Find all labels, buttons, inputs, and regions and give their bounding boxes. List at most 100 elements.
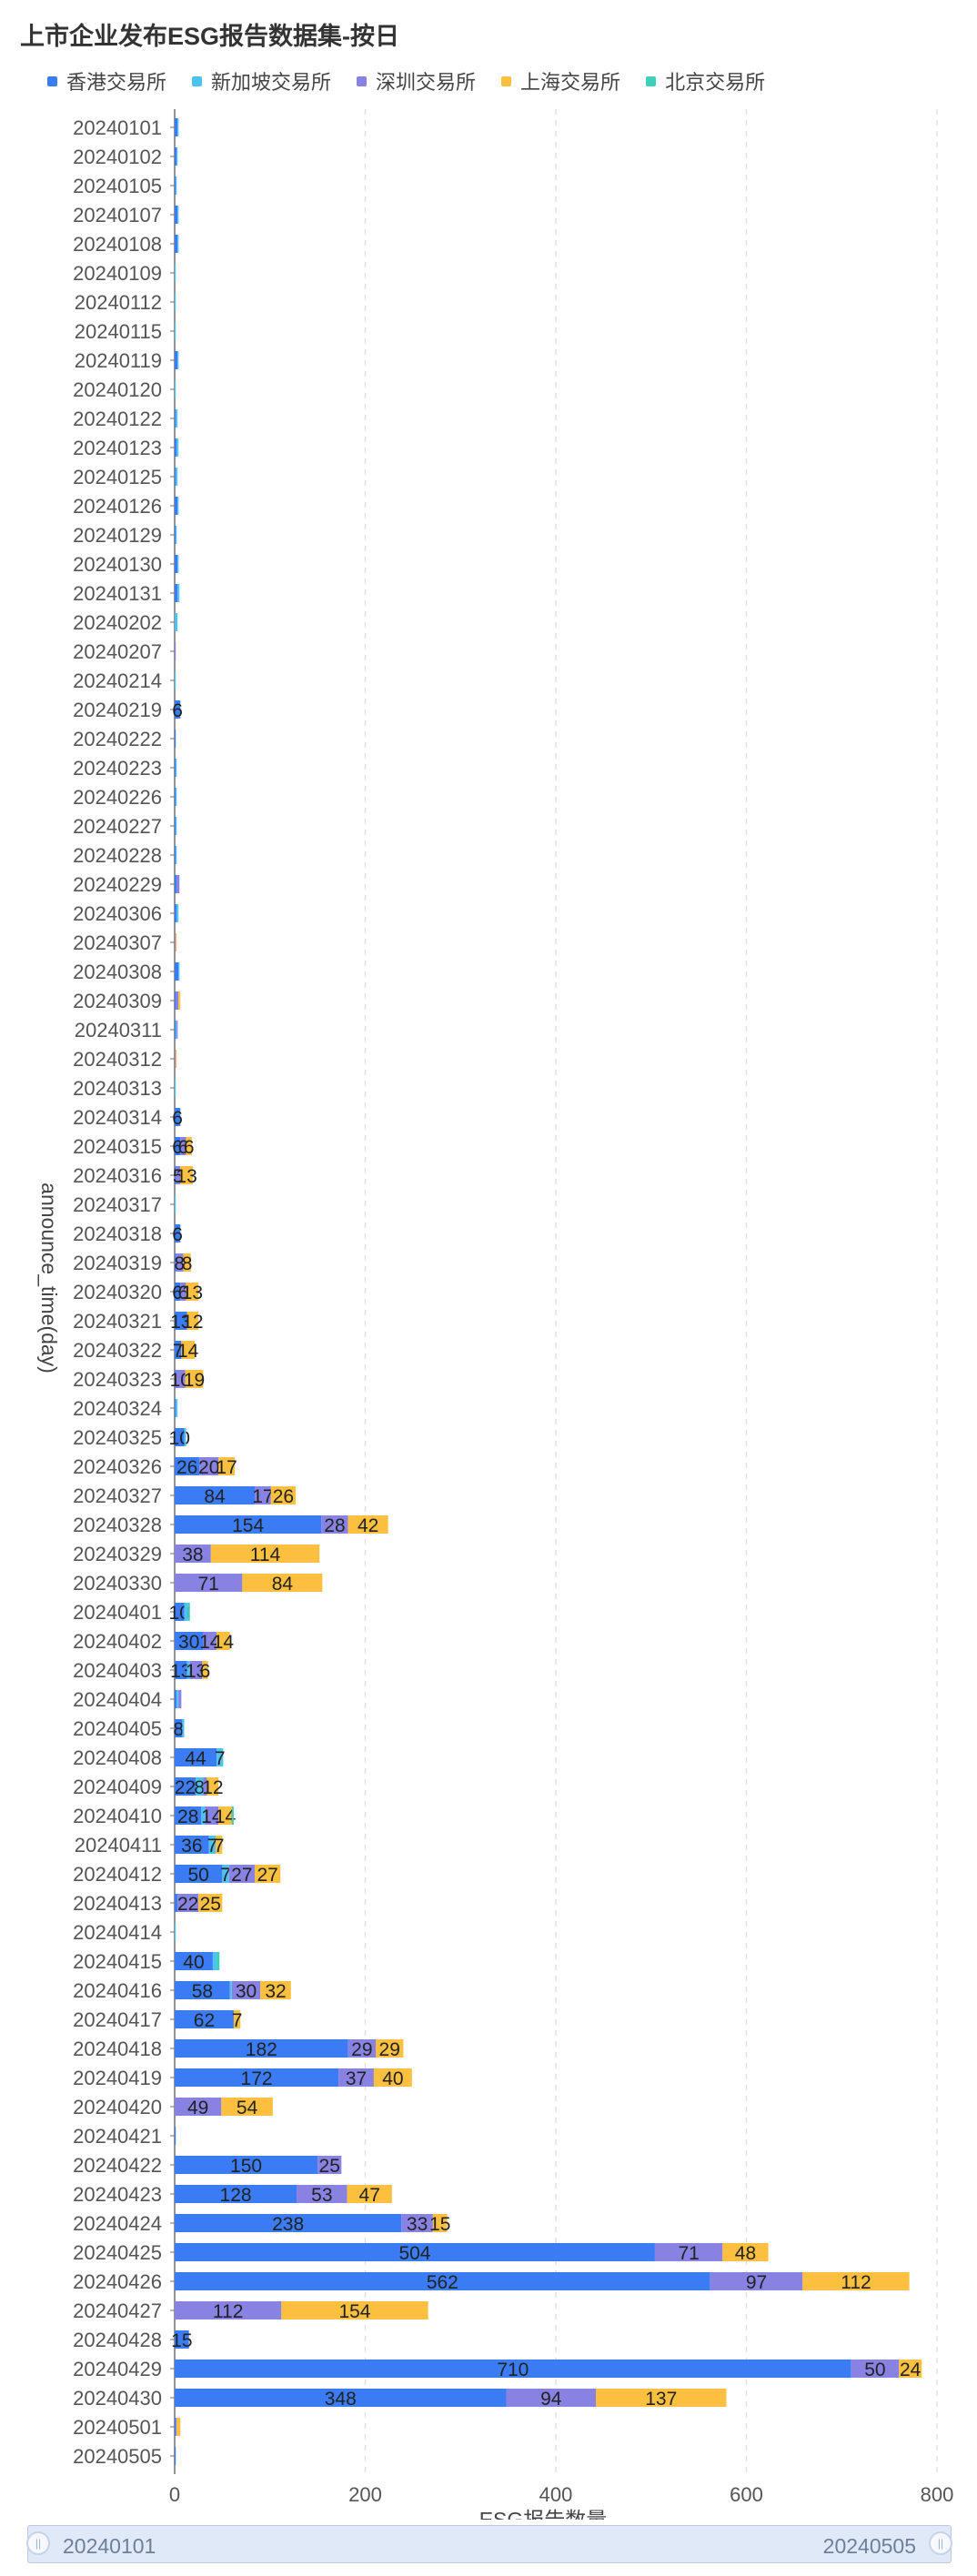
bar-segment bbox=[175, 1050, 176, 1068]
bar-segment bbox=[184, 1603, 188, 1621]
y-tick-label: 20240131 bbox=[73, 582, 162, 605]
bar-segment bbox=[317, 2156, 342, 2174]
bar-segment bbox=[228, 1865, 255, 1883]
legend-label-sgx: 新加坡交易所 bbox=[211, 71, 332, 94]
bar-segment bbox=[175, 875, 177, 893]
bar-segment bbox=[175, 613, 178, 631]
y-tick-label: 20240309 bbox=[73, 990, 162, 1012]
bar-segment bbox=[506, 2389, 596, 2407]
y-tick-label: 20240402 bbox=[73, 1630, 162, 1653]
y-tick-label: 20240107 bbox=[73, 204, 162, 226]
bar-segment bbox=[281, 2301, 428, 2319]
bar-segment bbox=[177, 351, 179, 369]
bar-segment bbox=[175, 2068, 339, 2087]
y-tick-label: 20240129 bbox=[73, 524, 162, 547]
legend-item-szse[interactable]: 深圳交易所 bbox=[357, 66, 476, 96]
bar-segment bbox=[196, 1777, 204, 1796]
y-tick-label: 20240414 bbox=[73, 1921, 162, 1944]
bar-segment bbox=[175, 264, 176, 282]
bar-value-label: 112 bbox=[213, 2301, 243, 2322]
bar-value-label: 5 bbox=[173, 1166, 184, 1187]
y-tick-label: 20240322 bbox=[73, 1339, 162, 1362]
legend-item-sgx[interactable]: 新加坡交易所 bbox=[192, 66, 331, 96]
bar-segment bbox=[175, 1690, 177, 1708]
bar-segment bbox=[175, 1632, 204, 1650]
legend-item-bse[interactable]: 北京交易所 bbox=[646, 66, 765, 96]
bar-segment bbox=[177, 555, 179, 573]
y-tick-label: 20240430 bbox=[73, 2387, 162, 2410]
bar-segment bbox=[177, 497, 179, 515]
bar-segment bbox=[176, 1399, 178, 1417]
bar-value-label: 40 bbox=[382, 2068, 403, 2089]
bar-segment bbox=[176, 438, 179, 457]
bar-segment bbox=[206, 1777, 219, 1796]
bar-segment bbox=[270, 1486, 297, 1504]
data-zoom-slider[interactable]: || 20240101 20240505 || bbox=[26, 2525, 952, 2563]
bar-segment bbox=[175, 1341, 182, 1359]
y-tick-label: 20240416 bbox=[73, 1979, 162, 2002]
bar-segment bbox=[176, 875, 180, 893]
bar-value-label: 53 bbox=[311, 2185, 332, 2206]
legend-item-hkex[interactable]: 香港交易所 bbox=[47, 66, 166, 96]
y-tick-label: 20240308 bbox=[73, 961, 162, 983]
bar-value-label: 37 bbox=[346, 2068, 367, 2089]
slider-start-handle[interactable]: || bbox=[26, 2531, 50, 2555]
y-tick-label: 20240330 bbox=[73, 1572, 162, 1595]
bar-value-label: 6 bbox=[200, 1661, 211, 1682]
bar-segment bbox=[338, 2068, 374, 2087]
bar-segment bbox=[186, 1137, 192, 1155]
bar-segment bbox=[180, 1283, 186, 1301]
bar-segment bbox=[710, 2272, 803, 2290]
y-tick-label: 20240112 bbox=[75, 291, 162, 314]
bar-segment bbox=[210, 1545, 320, 1563]
bar-value-label: 128 bbox=[220, 2185, 252, 2206]
y-axis-title: announce_time(day) bbox=[37, 1182, 61, 1374]
bar-value-label: 33 bbox=[407, 2214, 428, 2235]
bar-segment bbox=[182, 1719, 185, 1737]
bar-value-label: 154 bbox=[338, 2301, 370, 2322]
y-tick-label: 20240326 bbox=[73, 1455, 162, 1478]
bar-segment bbox=[212, 1952, 217, 1970]
bar-segment bbox=[347, 2039, 377, 2058]
bar-segment bbox=[175, 293, 176, 311]
bar-value-label: 172 bbox=[241, 2068, 273, 2089]
bar-segment bbox=[186, 1283, 199, 1301]
bar-segment bbox=[175, 991, 176, 1010]
slider-end-handle[interactable]: || bbox=[929, 2531, 952, 2555]
bar-segment bbox=[175, 235, 178, 253]
bar-value-label: 26 bbox=[273, 1486, 294, 1507]
y-tick-label: 20240123 bbox=[73, 437, 162, 459]
bar-value-label: 137 bbox=[645, 2389, 677, 2410]
bar-segment bbox=[175, 1777, 196, 1796]
y-tick-label: 20240312 bbox=[73, 1048, 162, 1071]
x-tick-label: 600 bbox=[730, 2483, 763, 2506]
y-tick-label: 20240214 bbox=[73, 669, 162, 692]
y-tick-label: 20240120 bbox=[73, 378, 162, 401]
y-tick-label: 20240313 bbox=[73, 1077, 162, 1100]
bar-segment bbox=[321, 1515, 348, 1534]
bar-segment bbox=[175, 1021, 176, 1039]
bar-segment bbox=[231, 1981, 261, 1999]
bar-value-label: 504 bbox=[398, 2243, 430, 2264]
bar-segment bbox=[722, 2243, 769, 2261]
bar-value-label: 348 bbox=[325, 2389, 357, 2410]
bar-value-label: 6 bbox=[178, 1137, 189, 1158]
bar-segment bbox=[175, 1865, 223, 1883]
y-tick-label: 20240415 bbox=[73, 1950, 162, 1973]
bar-value-label: 6 bbox=[172, 1137, 183, 1158]
bar-value-label: 7 bbox=[173, 1341, 184, 1362]
bar-segment bbox=[233, 2010, 241, 2028]
y-tick-label: 20240109 bbox=[73, 262, 162, 285]
bar-value-label: 25 bbox=[319, 2156, 340, 2177]
bar-segment bbox=[175, 904, 177, 922]
bar-segment bbox=[175, 1748, 217, 1766]
bar-segment bbox=[175, 1952, 213, 1970]
y-tick-label: 20240404 bbox=[73, 1688, 162, 1711]
bar-segment bbox=[203, 1632, 217, 1650]
bar-segment bbox=[175, 1079, 176, 1097]
bar-segment bbox=[175, 584, 178, 602]
y-tick-label: 20240321 bbox=[73, 1310, 162, 1333]
bar-segment bbox=[899, 2360, 922, 2378]
legend-item-sse[interactable]: 上海交易所 bbox=[501, 66, 620, 96]
bar-value-label: 30 bbox=[236, 1981, 257, 2002]
